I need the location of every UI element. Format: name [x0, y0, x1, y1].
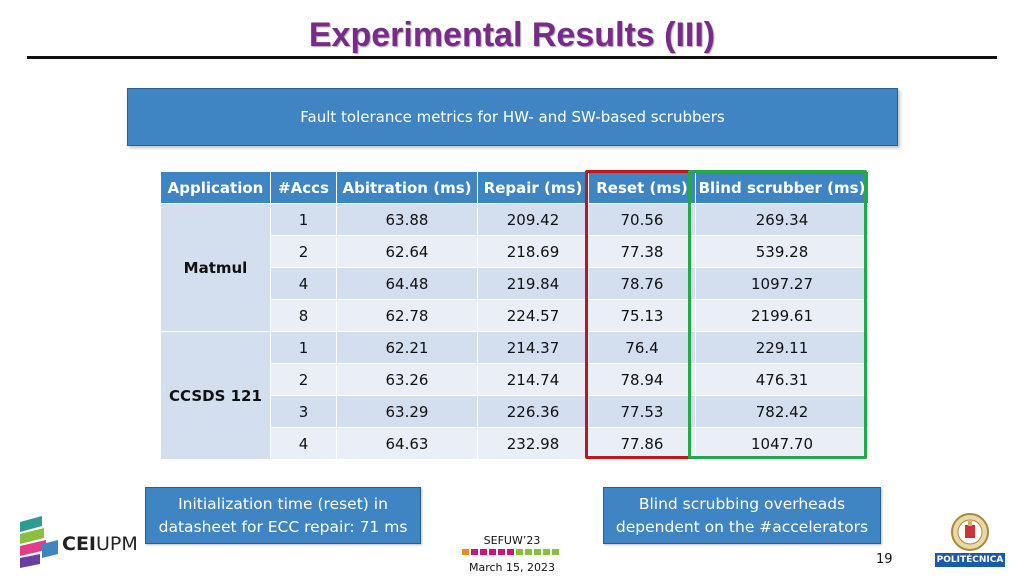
reset-highlight-box [585, 170, 691, 459]
cell-arbitration: 62.64 [337, 235, 478, 267]
blind-note-line1: Blind scrubbing overheads [638, 494, 846, 513]
conference-date: March 15, 2023 [468, 561, 555, 574]
header-application: Application [161, 172, 271, 203]
app-cell-matmul: Matmul [161, 203, 271, 331]
slide-title: Experimental Results (III) [308, 16, 716, 54]
cell-blind: 1097.27 [696, 267, 869, 299]
cell-blind: 539.28 [696, 235, 869, 267]
cell-arbitration: 64.48 [337, 267, 478, 299]
header-reset: Reset (ms) [589, 172, 696, 203]
cell-repair: 224.57 [478, 299, 589, 331]
cell-accs: 8 [271, 299, 337, 331]
cell-reset: 78.94 [589, 363, 696, 395]
results-table: Application #Accs Abitration (ms) Repair… [161, 172, 869, 459]
cell-reset: 77.86 [589, 427, 696, 459]
cell-arbitration: 63.26 [337, 363, 478, 395]
header-repair: Repair (ms) [478, 172, 589, 203]
table-row: 2 62.64 218.69 77.38 539.28 [161, 235, 869, 267]
cell-blind: 782.42 [696, 395, 869, 427]
reset-note-line2: datasheet for ECC repair: 71 ms [158, 517, 408, 536]
cell-reset: 76.4 [589, 331, 696, 363]
cell-repair: 209.42 [478, 203, 589, 235]
conference-name: SEFUW’23 [483, 534, 541, 547]
cell-blind: 2199.61 [696, 299, 869, 331]
cei-upm-logo-icon [20, 516, 58, 568]
table-row: 3 63.29 226.36 77.53 782.42 [161, 395, 869, 427]
table-header-row: Application #Accs Abitration (ms) Repair… [161, 172, 869, 203]
table-row: 4 64.48 219.84 78.76 1097.27 [161, 267, 869, 299]
cell-blind: 476.31 [696, 363, 869, 395]
cell-reset: 70.56 [589, 203, 696, 235]
cei-upm-wordmark: CEIUPM [62, 533, 138, 555]
university-crest-icon [951, 513, 989, 551]
cell-repair: 214.37 [478, 331, 589, 363]
cell-arbitration: 63.29 [337, 395, 478, 427]
header-arbitration: Abitration (ms) [337, 172, 478, 203]
cell-arbitration: 62.78 [337, 299, 478, 331]
cell-reset: 75.13 [589, 299, 696, 331]
cell-blind: 1047.70 [696, 427, 869, 459]
header-accs: #Accs [271, 172, 337, 203]
conference-color-bar [462, 549, 559, 555]
app-cell-ccsds: CCSDS 121 [161, 331, 271, 459]
table-row: 2 63.26 214.74 78.94 476.31 [161, 363, 869, 395]
cell-reset: 77.53 [589, 395, 696, 427]
cell-accs: 3 [271, 395, 337, 427]
cell-accs: 1 [271, 331, 337, 363]
cell-arbitration: 62.21 [337, 331, 478, 363]
cell-accs: 1 [271, 203, 337, 235]
reset-note-line1: Initialization time (reset) in [178, 494, 388, 513]
cell-accs: 4 [271, 427, 337, 459]
table-row: 8 62.78 224.57 75.13 2199.61 [161, 299, 869, 331]
cell-repair: 232.98 [478, 427, 589, 459]
header-blind-scrubber: Blind scrubber (ms) [696, 172, 869, 203]
politecnica-label: POLITÉCNICA [935, 553, 1005, 567]
cell-arbitration: 64.63 [337, 427, 478, 459]
cell-accs: 4 [271, 267, 337, 299]
reset-note-box: Initialization time (reset) in datasheet… [145, 487, 421, 544]
caption-banner: Fault tolerance metrics for HW- and SW-b… [127, 88, 898, 146]
cell-reset: 78.76 [589, 267, 696, 299]
cell-accs: 2 [271, 235, 337, 267]
table-row: 4 64.63 232.98 77.86 1047.70 [161, 427, 869, 459]
table-row: CCSDS 121 1 62.21 214.37 76.4 229.11 [161, 331, 869, 459]
title-rule [27, 56, 997, 59]
table-row: Matmul 1 63.88 209.42 70.56 269.34 [161, 203, 869, 331]
cell-reset: 77.38 [589, 235, 696, 267]
cell-repair: 226.36 [478, 395, 589, 427]
cell-repair: 219.84 [478, 267, 589, 299]
cell-accs: 2 [271, 363, 337, 395]
cell-arbitration: 63.88 [337, 203, 478, 235]
blind-note-line2: dependent on the #accelerators [615, 517, 869, 536]
cell-repair: 214.74 [478, 363, 589, 395]
cell-blind: 229.11 [696, 331, 869, 363]
cell-repair: 218.69 [478, 235, 589, 267]
page-number: 19 [876, 552, 893, 567]
blind-note-box: Blind scrubbing overheads dependent on t… [603, 487, 881, 544]
cell-blind: 269.34 [696, 203, 869, 235]
blind-scrubber-highlight-box [688, 170, 867, 459]
